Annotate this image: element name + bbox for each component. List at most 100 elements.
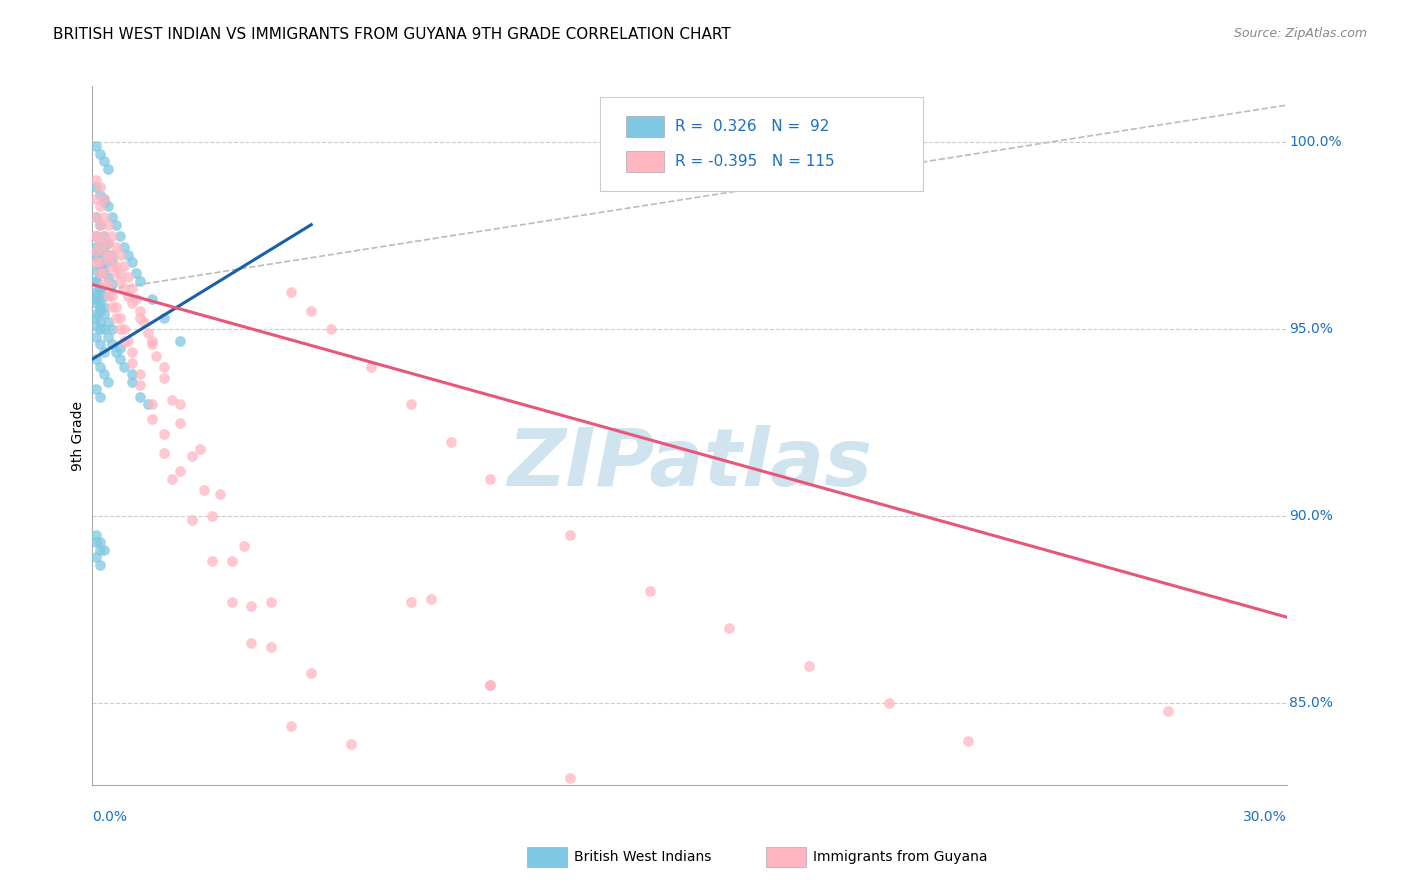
Point <box>89 293 111 307</box>
Text: R =  0.326   N =  92: R = 0.326 N = 92 <box>675 120 830 135</box>
Point <box>108 228 131 243</box>
Point <box>101 247 124 261</box>
Point <box>89 218 111 232</box>
Point <box>558 528 581 542</box>
FancyBboxPatch shape <box>600 97 922 191</box>
Point <box>105 311 128 326</box>
Point <box>145 349 167 363</box>
Point <box>84 252 107 266</box>
Point <box>141 293 163 307</box>
Point <box>321 801 343 815</box>
Point <box>153 446 176 460</box>
Text: British West Indians: British West Indians <box>574 850 711 864</box>
Point <box>105 344 128 359</box>
Point <box>558 771 581 785</box>
Point <box>121 356 143 370</box>
Point <box>112 259 135 273</box>
Point <box>93 228 115 243</box>
Point <box>97 330 120 344</box>
Point <box>89 359 111 374</box>
Point <box>93 266 115 280</box>
Text: 100.0%: 100.0% <box>1289 136 1341 150</box>
Point <box>93 344 115 359</box>
Point <box>97 289 120 303</box>
Point <box>93 307 115 321</box>
Point <box>89 259 111 273</box>
Point <box>89 247 111 261</box>
Point <box>321 322 343 336</box>
Point <box>169 416 191 430</box>
Point <box>93 255 115 269</box>
Point <box>129 274 152 288</box>
Point <box>201 554 224 568</box>
Point <box>280 718 302 732</box>
Point <box>101 247 124 261</box>
Point <box>360 359 382 374</box>
Y-axis label: 9th Grade: 9th Grade <box>72 401 86 471</box>
Point <box>84 307 107 321</box>
Text: BRITISH WEST INDIAN VS IMMIGRANTS FROM GUYANA 9TH GRADE CORRELATION CHART: BRITISH WEST INDIAN VS IMMIGRANTS FROM G… <box>53 27 731 42</box>
Point <box>479 677 502 691</box>
Point <box>260 640 283 654</box>
Point <box>97 218 120 232</box>
FancyBboxPatch shape <box>626 117 665 137</box>
Point <box>101 322 124 336</box>
Text: 30.0%: 30.0% <box>1243 810 1286 824</box>
Point <box>108 311 131 326</box>
Point <box>97 199 120 213</box>
Point <box>160 393 183 408</box>
Point <box>84 244 107 258</box>
Text: 85.0%: 85.0% <box>1289 696 1333 710</box>
Point <box>169 464 191 478</box>
Point <box>136 397 159 411</box>
Point <box>399 595 422 609</box>
Point <box>89 218 111 232</box>
Point <box>97 161 120 176</box>
Point <box>169 397 191 411</box>
Point <box>89 558 111 572</box>
Point <box>97 252 120 266</box>
Point <box>84 192 107 206</box>
Point <box>141 337 163 351</box>
Point <box>84 211 107 225</box>
Point <box>84 528 107 542</box>
Point <box>260 595 283 609</box>
Point <box>153 311 176 326</box>
Point <box>89 300 111 314</box>
Point <box>93 195 115 210</box>
Point <box>93 300 115 314</box>
Point <box>153 371 176 385</box>
Point <box>84 382 107 396</box>
Point <box>93 368 115 382</box>
Point <box>129 368 152 382</box>
Point <box>84 535 107 549</box>
Point <box>89 315 111 329</box>
Text: R = -0.395   N = 115: R = -0.395 N = 115 <box>675 154 835 169</box>
Point <box>93 192 115 206</box>
Point <box>93 244 115 258</box>
Point <box>84 247 107 261</box>
Point <box>89 322 111 336</box>
Text: Source: ZipAtlas.com: Source: ZipAtlas.com <box>1233 27 1367 40</box>
Point <box>121 255 143 269</box>
Point <box>221 554 243 568</box>
Point <box>89 255 111 269</box>
Point <box>89 236 111 251</box>
Point <box>105 240 128 254</box>
Point <box>89 337 111 351</box>
Point <box>108 266 131 280</box>
Point <box>84 296 107 310</box>
Point <box>84 274 107 288</box>
Point <box>89 281 111 295</box>
Point <box>1156 704 1178 718</box>
Point <box>84 255 107 269</box>
Point <box>93 289 115 303</box>
Point <box>160 472 183 486</box>
Point <box>101 289 124 303</box>
Point <box>89 146 111 161</box>
Point <box>112 281 135 295</box>
Point <box>399 397 422 411</box>
Point <box>638 861 661 875</box>
Point <box>93 228 115 243</box>
Point <box>957 733 980 747</box>
